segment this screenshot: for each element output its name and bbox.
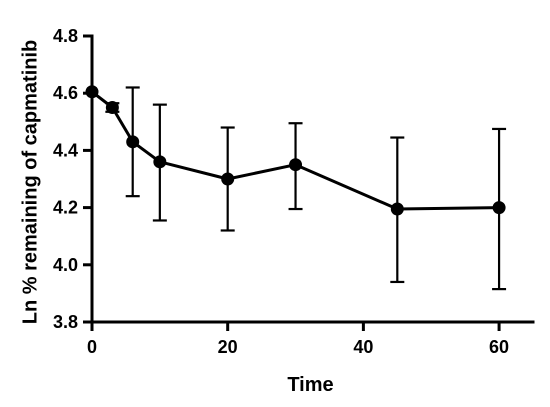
data-point (492, 201, 506, 215)
data-point (85, 85, 99, 99)
y-tick-label: 4.8 (53, 26, 78, 46)
data-point (126, 135, 140, 149)
y-tick-label: 4.6 (53, 83, 78, 103)
x-tick-label: 60 (489, 337, 509, 357)
y-ticks: 3.8 4.0 4.2 4.4 4.6 4.8 (53, 26, 92, 332)
series-line (91, 90, 500, 211)
x-ticks: 0 20 40 60 (87, 322, 509, 357)
data-point (390, 202, 404, 216)
x-tick-label: 0 (87, 337, 97, 357)
x-axis-title: Time (287, 374, 333, 396)
data-point (221, 172, 235, 186)
y-axis-title: Ln % remaining of capmatinib (19, 40, 41, 324)
y-tick-label: 4.4 (53, 140, 78, 160)
data-point (105, 101, 119, 114)
y-tick-label: 4.2 (53, 198, 78, 218)
data-point (289, 158, 303, 172)
y-tick-label: 3.8 (53, 312, 78, 332)
series-group (85, 85, 507, 291)
y-tick-label: 4.0 (53, 255, 78, 275)
x-tick-label: 20 (218, 337, 238, 357)
axes (90, 34, 535, 324)
data-point (153, 155, 167, 169)
x-tick-label: 40 (353, 337, 373, 357)
